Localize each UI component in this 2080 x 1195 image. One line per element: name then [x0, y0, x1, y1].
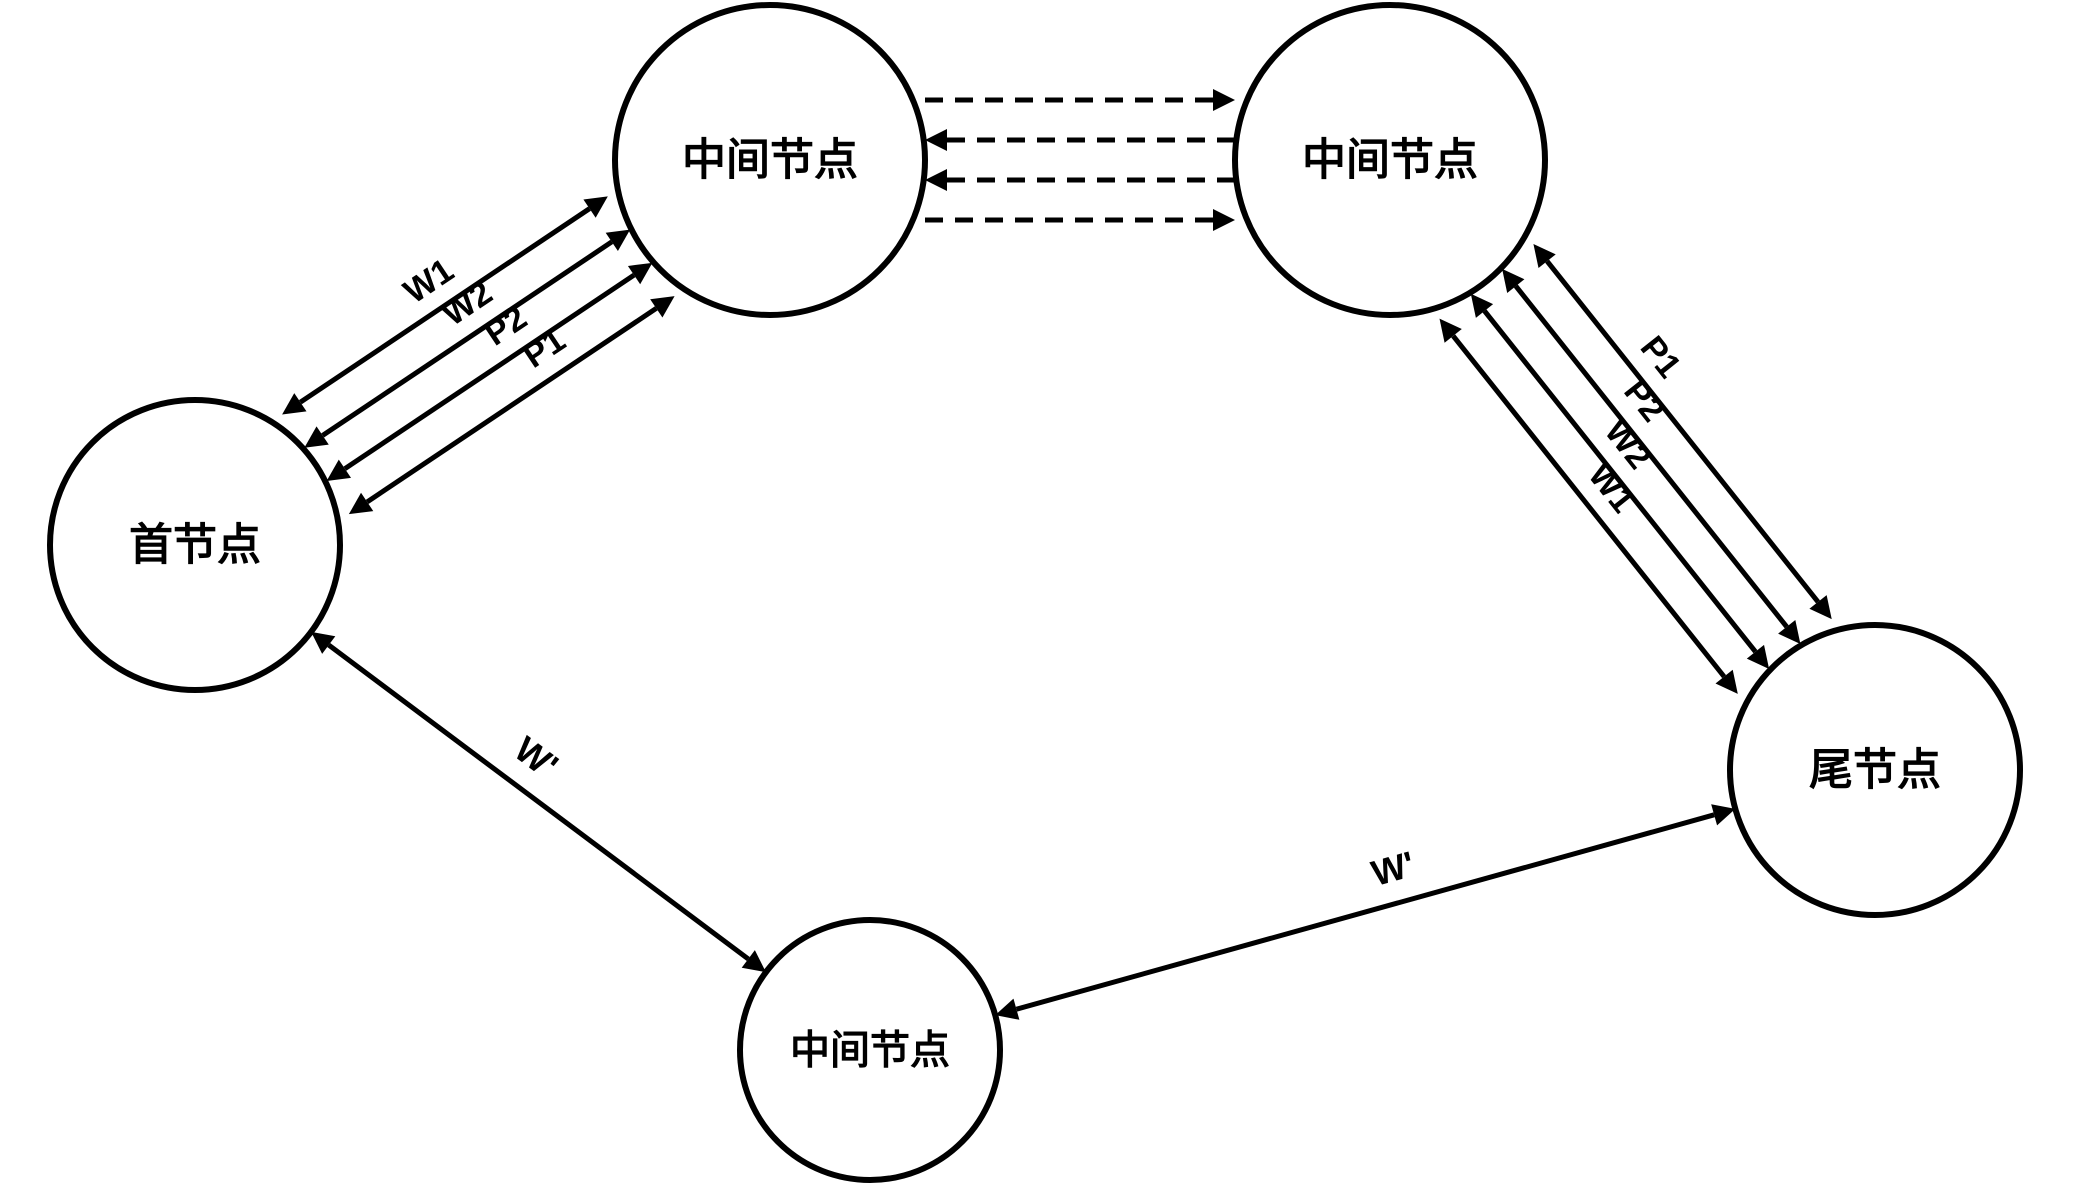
- edge-mid1-mid2-5: [925, 129, 1235, 151]
- node-mid1: 中间节点: [615, 5, 925, 315]
- node-label-mid1: 中间节点: [682, 136, 858, 185]
- network-diagram: W1W2P2P1P1P2W2W1W'W'首节点中间节点中间节点尾节点中间节点: [0, 0, 2080, 1195]
- edge-mid3-tail-13: W': [995, 804, 1735, 1020]
- edge-mid1-mid2-4: [925, 89, 1235, 111]
- edge-mid1-mid2-7: [925, 209, 1235, 231]
- node-mid2: 中间节点: [1235, 5, 1545, 315]
- node-mid3: 中间节点: [740, 920, 1000, 1180]
- edge-head-mid1-1: W2: [304, 230, 630, 448]
- node-head: 首节点: [50, 400, 340, 690]
- node-label-head: 首节点: [129, 521, 261, 570]
- edge-head-mid3-12: W': [311, 632, 766, 972]
- edge-mid1-mid2-6: [925, 169, 1235, 191]
- node-tail: 尾节点: [1730, 625, 2020, 915]
- node-label-tail: 尾节点: [1809, 746, 1941, 795]
- edge-label-W': W': [507, 728, 566, 786]
- node-label-mid3: 中间节点: [790, 1028, 950, 1073]
- edge-label-W': W': [1367, 843, 1419, 894]
- node-label-mid2: 中间节点: [1302, 136, 1478, 185]
